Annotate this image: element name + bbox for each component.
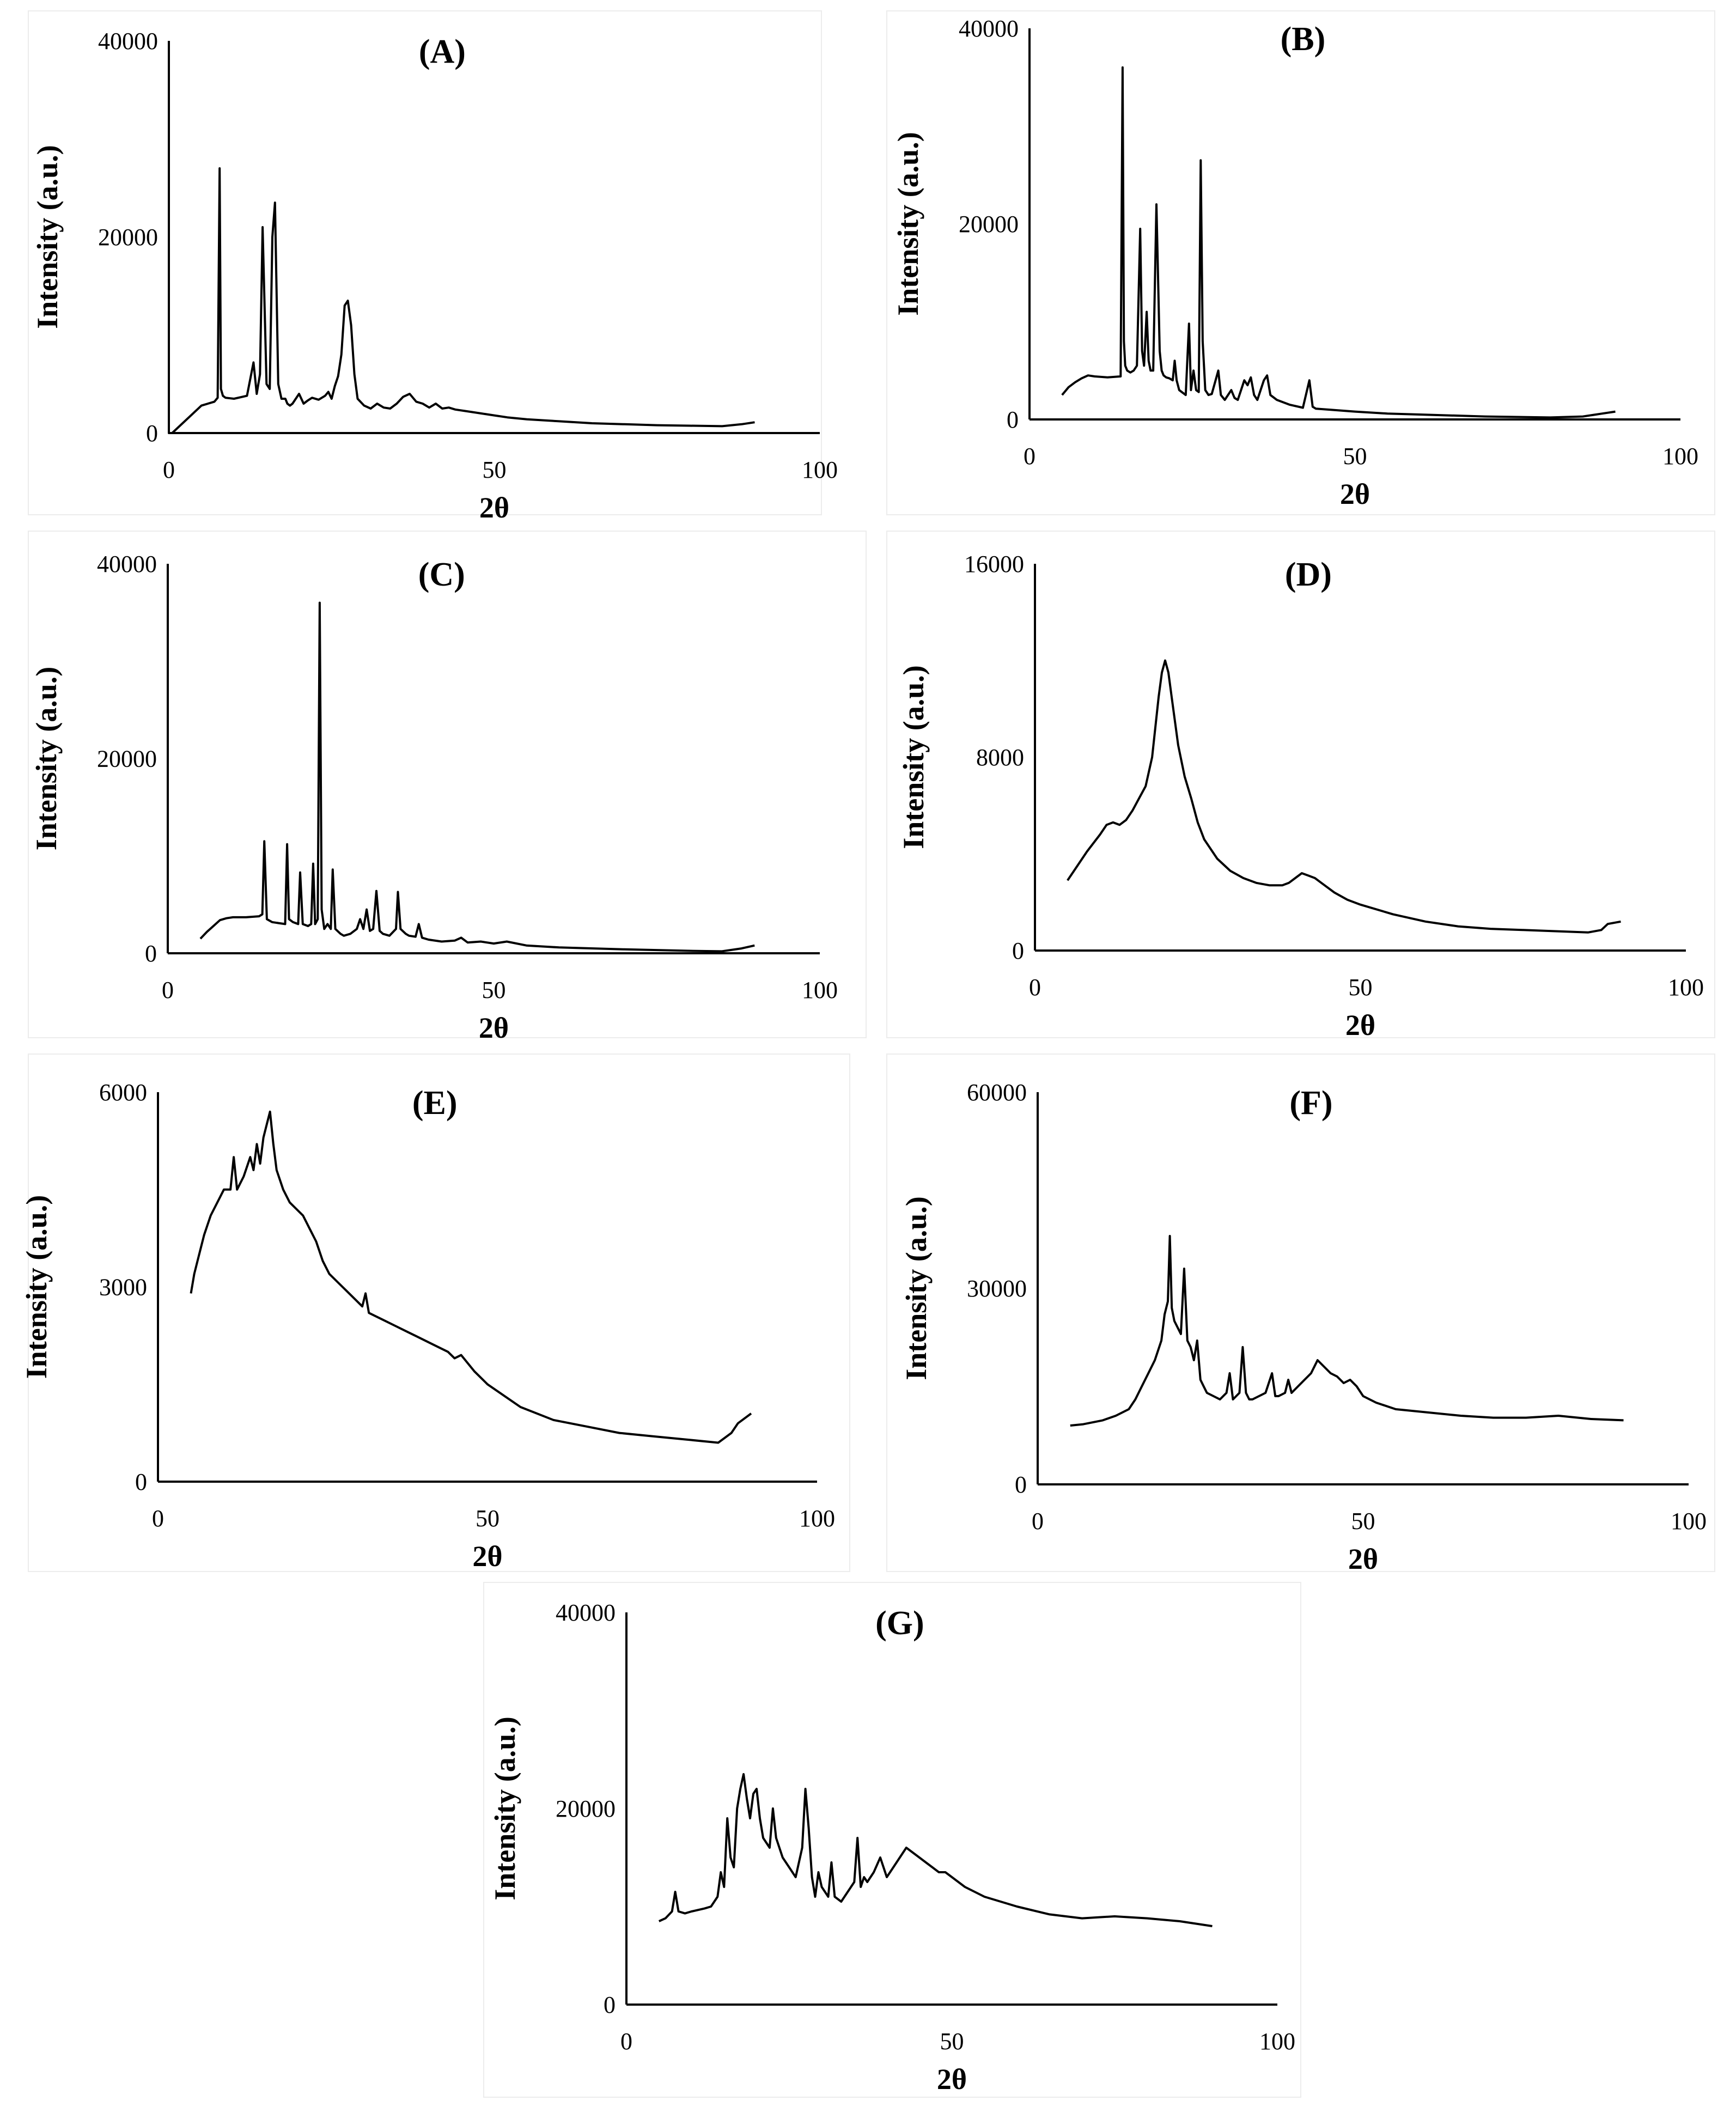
y-tick-label-b: 20000	[959, 211, 1019, 237]
x-tick-label-c: 0	[162, 977, 174, 1003]
y-tick-label-b: 0	[1007, 406, 1019, 433]
panel-g: 0 20000 40000 0 50 100 2θ Intensity (a.u.) (G)	[483, 1582, 1301, 2098]
y-tick-label-a: 40000	[98, 28, 158, 54]
y-axis-title-a: Intensity (a.u.)	[31, 145, 64, 329]
x-axis-title-e: 2θ	[472, 1540, 502, 1573]
y-tick-label-f: 60000	[967, 1079, 1027, 1106]
x-axis-title-b: 2θ	[1340, 478, 1370, 510]
x-axis-title-d: 2θ	[1345, 1009, 1375, 1042]
xrd-pattern-line-a	[168, 41, 755, 434]
xrd-pattern-line-f	[1070, 1235, 1624, 1427]
y-axis-title-f: Intensity (a.u.)	[900, 1196, 933, 1380]
panel-d-border	[886, 531, 1715, 1038]
x-tick-label-c: 100	[802, 977, 838, 1003]
panel-a-border	[28, 10, 822, 515]
panel-g-border	[483, 1582, 1301, 2098]
x-axis-title-a: 2θ	[479, 491, 509, 524]
x-axis-title-g: 2θ	[937, 2063, 967, 2096]
panel-title-f: (F)	[1289, 1085, 1332, 1122]
y-tick-label-f: 30000	[967, 1275, 1027, 1302]
y-tick-label-g: 40000	[556, 1599, 616, 1626]
x-tick-label-b: 100	[1662, 443, 1698, 470]
y-tick-label-a: 0	[146, 420, 158, 447]
y-tick-label-a: 20000	[98, 224, 158, 251]
x-tick-label-g: 100	[1259, 2028, 1295, 2055]
y-axis-title-g: Intensity (a.u.)	[489, 1716, 521, 1901]
panel-e: 0 3000 6000 0 50 100 2θ Intensity (a.u.) (E)	[20, 1053, 850, 1573]
x-tick-label-f: 0	[1032, 1508, 1044, 1534]
y-tick-label-c: 40000	[97, 551, 157, 577]
y-tick-label-f: 0	[1015, 1471, 1027, 1498]
xrd-pattern-line-g	[658, 1773, 1213, 1927]
x-tick-label-a: 100	[802, 456, 838, 483]
panel-title-a: (A)	[419, 33, 466, 70]
x-tick-label-b: 50	[1343, 443, 1367, 470]
y-tick-label-d: 8000	[976, 744, 1024, 771]
x-axis-title-f: 2θ	[1348, 1543, 1378, 1575]
x-tick-label-d: 0	[1029, 974, 1041, 1001]
panel-c: 0 20000 40000 0 50 100 2θ Intensity (a.u.) (C)	[28, 531, 867, 1044]
y-tick-label-e: 0	[135, 1469, 147, 1495]
panel-title-b: (B)	[1281, 21, 1326, 58]
y-tick-label-d: 0	[1012, 937, 1024, 964]
panel-b-border	[886, 10, 1715, 515]
y-tick-label-e: 6000	[99, 1079, 147, 1106]
panel-title-c: (C)	[418, 556, 465, 593]
x-tick-label-e: 0	[152, 1505, 164, 1532]
y-axis-title-e: Intensity (a.u.)	[20, 1195, 53, 1379]
x-axis-title-c: 2θ	[479, 1012, 509, 1044]
x-tick-label-d: 100	[1668, 974, 1704, 1001]
panel-d: 0 8000 16000 0 50 100 2θ Intensity (a.u.) (D)	[886, 531, 1715, 1042]
y-tick-label-d: 16000	[964, 551, 1024, 577]
panel-b: 0 20000 40000 0 50 100 2θ Intensity (a.u.) (B)	[886, 10, 1715, 515]
y-axis-title-c: Intensity (a.u.)	[30, 667, 63, 851]
y-tick-label-b: 40000	[959, 15, 1019, 42]
panel-f-border	[886, 1053, 1715, 1572]
y-tick-label-g: 20000	[556, 1795, 616, 1822]
y-tick-label-e: 3000	[99, 1274, 147, 1301]
x-tick-label-f: 50	[1351, 1508, 1375, 1534]
xrd-pattern-line-e	[190, 1110, 752, 1444]
x-tick-label-f: 100	[1671, 1508, 1707, 1534]
y-axis-title-b: Intensity (a.u.)	[892, 132, 924, 316]
x-tick-label-a: 0	[163, 456, 175, 483]
y-tick-label-c: 20000	[97, 746, 157, 772]
x-tick-label-g: 0	[620, 2028, 632, 2055]
panel-a: 0 20000 40000 0 50 100 2θ Intensity (a.u.) (A)	[28, 10, 838, 524]
xrd-pattern-line-b	[1061, 66, 1616, 419]
x-tick-label-b: 0	[1024, 443, 1035, 470]
x-tick-label-a: 50	[483, 456, 507, 483]
panel-title-d: (D)	[1285, 556, 1332, 593]
x-tick-label-g: 50	[940, 2028, 964, 2055]
panel-title-e: (E)	[412, 1085, 458, 1122]
x-tick-label-d: 50	[1349, 974, 1373, 1001]
panel-title-g: (G)	[875, 1605, 924, 1642]
y-axis-title-d: Intensity (a.u.)	[897, 665, 930, 849]
panel-e-border	[28, 1053, 850, 1572]
x-tick-label-e: 100	[799, 1505, 835, 1532]
x-tick-label-c: 50	[482, 977, 506, 1003]
panel-c-border	[28, 531, 867, 1038]
xrd-pattern-line-c	[199, 601, 755, 953]
y-tick-label-c: 0	[145, 940, 157, 967]
y-tick-label-g: 0	[604, 1992, 616, 2018]
xrd-pattern-line-d	[1067, 659, 1621, 934]
panel-f: 0 30000 60000 0 50 100 2θ Intensity (a.u.) (F)	[886, 1053, 1715, 1575]
x-tick-label-e: 50	[476, 1505, 500, 1532]
